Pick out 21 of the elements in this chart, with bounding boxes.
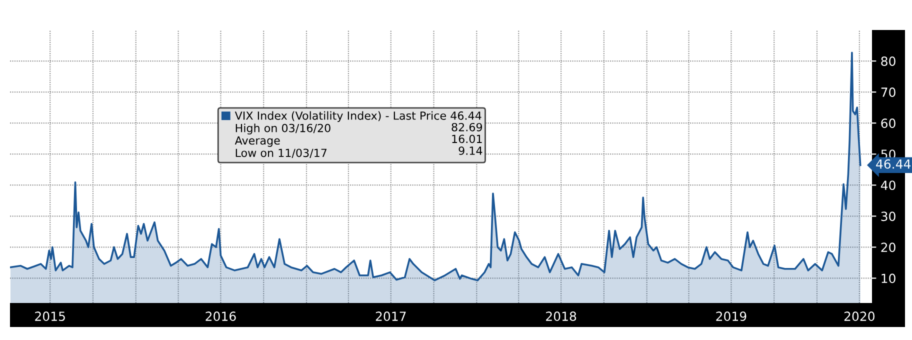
annotation: 82.69 [452,122,482,132]
y-tick-label: 80 [881,56,896,66]
y-tick-label: 60 [881,118,896,128]
y-tick-label: 70 [881,88,896,97]
x-tick-label: 2018 [546,312,576,322]
annotation: 9.14 [458,146,482,155]
x-tick-label: 2016 [206,312,236,322]
x-tick-label: 2015 [35,312,65,322]
annotation: 16.01 [452,134,482,144]
annotation: Average [234,136,280,147]
x-tick-label: 2019 [716,312,746,322]
y-tick-label: 30 [881,212,896,222]
y-tick-label: 20 [881,242,896,252]
legend-label: VIX Index (Volatility Index) - Last Price 46.44 [234,111,482,122]
y-tick-label: 10 [882,274,896,284]
x-tick-label: 2020 [844,312,874,322]
annotation: 46.44 [876,159,911,169]
x-tick-label: 2017 [376,312,406,322]
annotation: Low on 11/03/17 [236,148,327,158]
y-tick-label: 40 [880,180,896,190]
annotation: High on 03/16/20 [236,124,330,134]
